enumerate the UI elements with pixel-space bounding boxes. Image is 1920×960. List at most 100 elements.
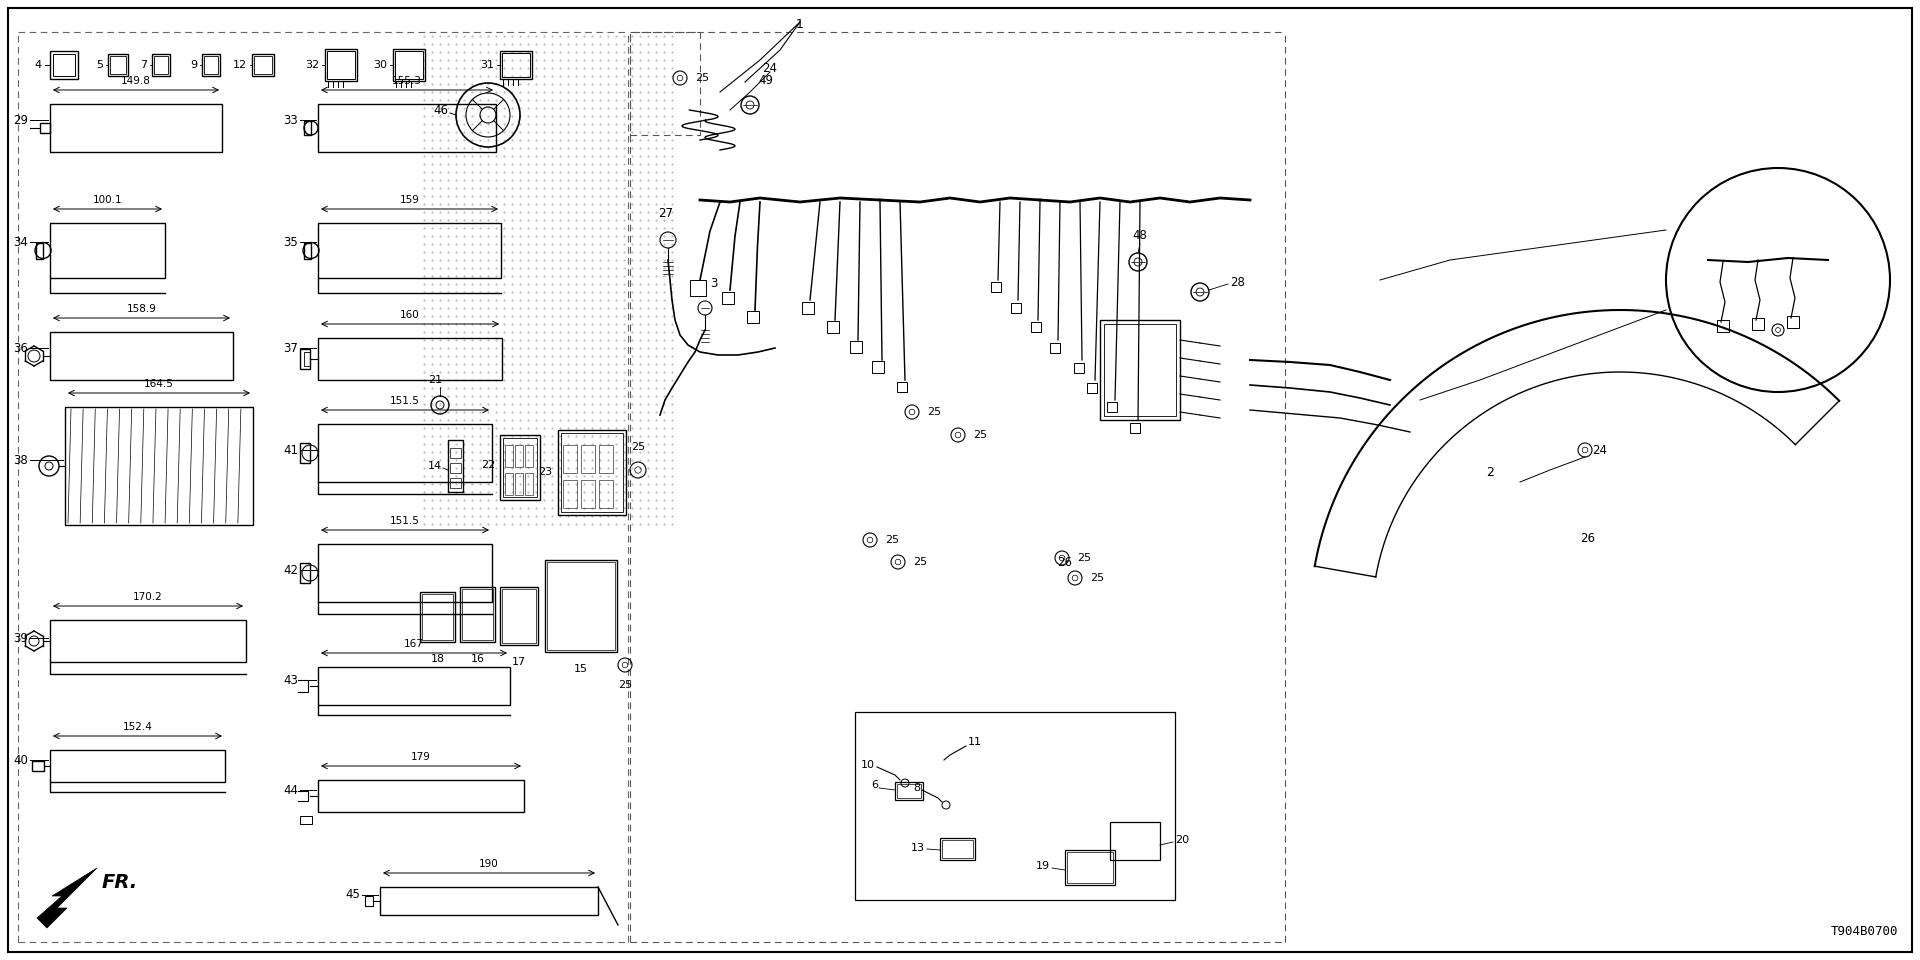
Bar [319,338,501,380]
Bar [1751,318,1764,330]
Bar [109,56,127,74]
Text: 164.5: 164.5 [144,379,175,389]
Bar [503,438,538,497]
Bar [1050,343,1060,353]
Bar [689,280,707,296]
Text: 24: 24 [762,61,778,75]
Text: FR.: FR. [102,874,138,893]
Text: 10: 10 [860,760,876,770]
Bar [897,784,922,798]
Bar [154,56,169,74]
Bar [300,816,311,824]
Bar [204,56,219,74]
Bar [303,352,309,366]
Text: 152.4: 152.4 [123,722,152,732]
Text: 34: 34 [13,235,29,249]
Bar [50,223,165,278]
Text: 36: 36 [13,342,29,354]
Bar [895,782,924,800]
Bar [582,445,595,473]
Text: 26: 26 [1058,556,1073,568]
Text: 33: 33 [284,113,298,127]
Text: 42: 42 [282,564,298,577]
Text: 49: 49 [758,74,774,87]
Bar [36,243,42,258]
Text: 17: 17 [513,657,526,667]
Bar [300,443,309,463]
Text: 11: 11 [968,737,981,747]
Bar [1788,316,1799,328]
Text: 170.2: 170.2 [132,592,163,602]
Text: 7: 7 [140,60,148,70]
Text: 5: 5 [96,60,104,70]
Bar [722,292,733,304]
Bar [854,712,1175,900]
Text: 15: 15 [574,664,588,674]
Bar [202,54,221,76]
Bar [747,311,758,323]
Bar [1131,423,1140,433]
Bar [803,302,814,314]
Text: 26: 26 [1580,532,1596,544]
Bar [40,123,50,133]
Bar [1087,383,1096,393]
Text: 39: 39 [13,632,29,644]
Bar [50,332,232,380]
Bar [54,54,75,76]
Bar [50,750,225,782]
Bar [991,282,1000,292]
Bar [1716,320,1730,332]
Text: 25: 25 [1091,573,1104,583]
Bar [463,589,493,640]
Text: 4: 4 [35,60,42,70]
Text: 151.5: 151.5 [390,516,420,526]
Text: 25: 25 [1077,553,1091,563]
Text: 41: 41 [282,444,298,457]
Bar [394,49,424,81]
Bar [561,433,622,512]
Text: 18: 18 [430,654,445,664]
Polygon shape [36,868,98,928]
Text: 40: 40 [13,754,29,766]
Bar [1068,852,1114,883]
Text: 30: 30 [372,60,388,70]
Bar [1110,822,1160,860]
Text: 45: 45 [346,889,361,901]
Bar [108,54,129,76]
Text: 160: 160 [399,310,420,320]
Bar [319,104,495,152]
Text: 25: 25 [914,557,927,567]
Bar [943,840,973,858]
Text: 14: 14 [428,461,442,471]
Bar [582,480,595,508]
Text: 28: 28 [1231,276,1244,289]
Text: 22: 22 [480,460,495,470]
Text: 8: 8 [912,783,920,793]
Bar [515,473,522,495]
Bar [501,53,530,77]
Text: T904B0700: T904B0700 [1830,925,1899,938]
Bar [1031,322,1041,332]
Bar [828,321,839,333]
Bar [396,51,422,79]
Bar [547,562,614,650]
Text: 38: 38 [13,453,29,467]
Text: 149.8: 149.8 [121,76,152,86]
Bar [1108,402,1117,412]
Bar [33,761,44,771]
Text: 46: 46 [434,104,447,116]
Text: 151.5: 151.5 [390,396,420,406]
Bar [499,51,532,79]
Text: 25: 25 [618,680,632,690]
Bar [851,341,862,353]
Bar [872,361,883,373]
Bar [326,51,355,79]
Text: 25: 25 [885,535,899,545]
Bar [499,435,540,500]
Text: 35: 35 [284,235,298,249]
Bar [1066,850,1116,885]
Bar [50,620,246,662]
Text: 25: 25 [695,73,708,83]
Bar [449,463,461,473]
Bar [545,560,616,652]
